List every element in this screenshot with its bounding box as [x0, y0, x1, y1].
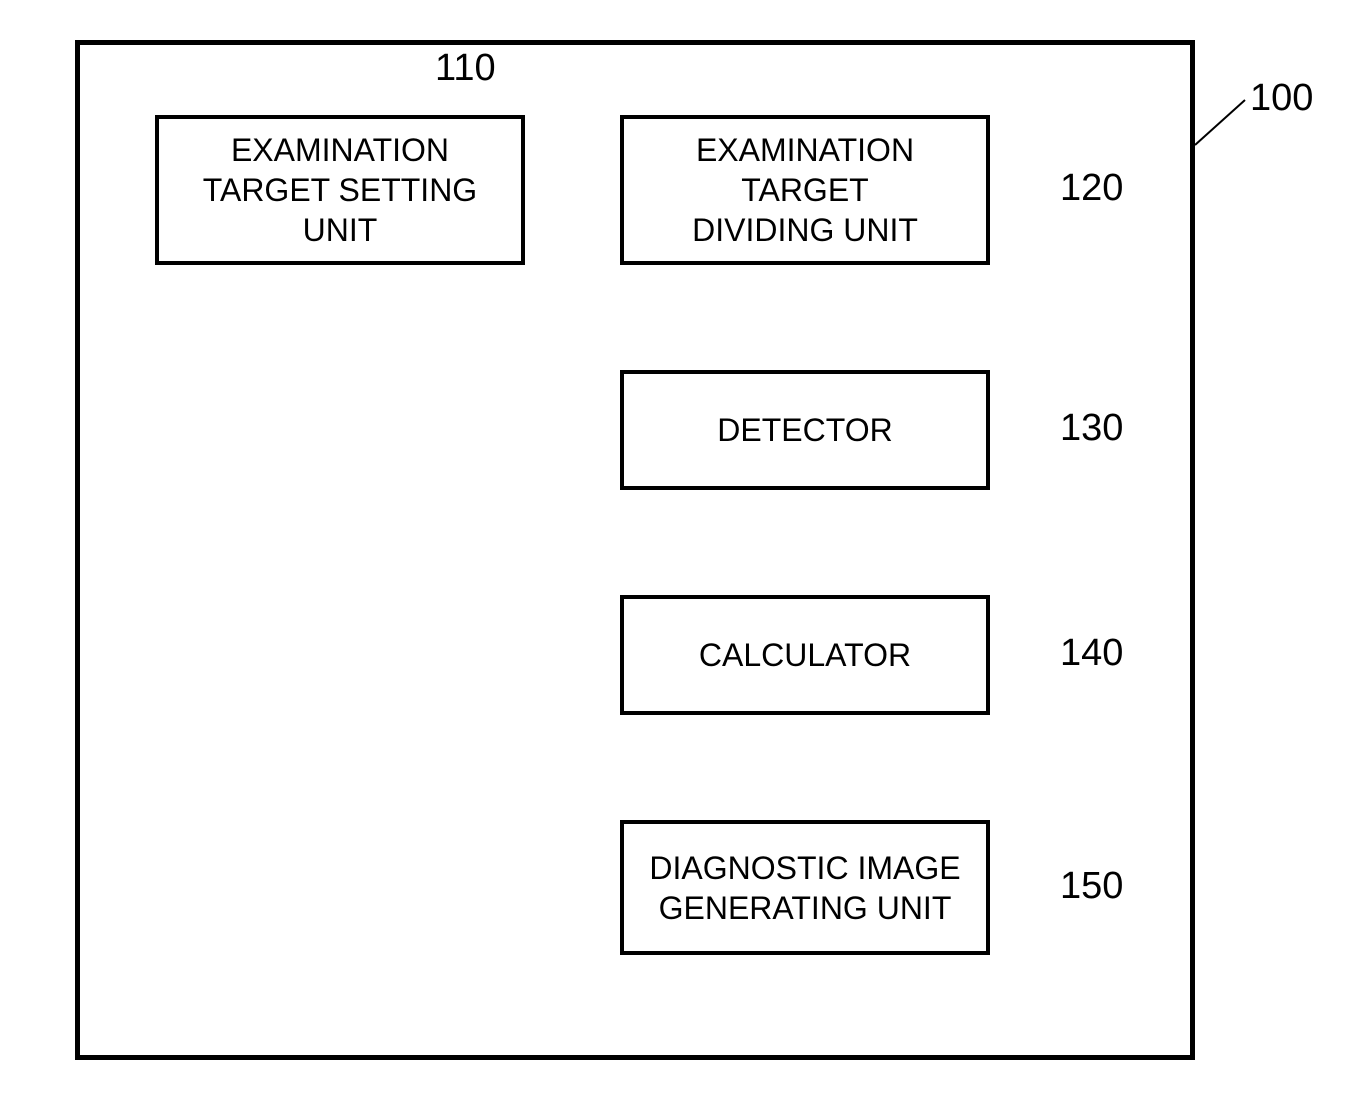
node-label-n110: EXAMINATION TARGET SETTING UNIT	[203, 130, 477, 250]
node-label-n120: EXAMINATION TARGET DIVIDING UNIT	[692, 130, 918, 250]
node-n140: CALCULATOR	[620, 595, 990, 715]
node-label-n140: CALCULATOR	[699, 635, 911, 675]
ref-label-140: 140	[1060, 632, 1123, 675]
ref-label-110: 110	[435, 47, 496, 90]
node-n130: DETECTOR	[620, 370, 990, 490]
ref-label-130: 130	[1060, 407, 1123, 450]
diagram-canvas: EXAMINATION TARGET SETTING UNIT EXAMINATI…	[0, 0, 1348, 1109]
ref-label-120: 120	[1060, 167, 1123, 210]
node-n150: DIAGNOSTIC IMAGE GENERATING UNIT	[620, 820, 990, 955]
node-label-n150: DIAGNOSTIC IMAGE GENERATING UNIT	[649, 848, 960, 928]
node-label-n130: DETECTOR	[717, 410, 892, 450]
ref-label-100: 100	[1250, 77, 1313, 120]
ref-label-150: 150	[1060, 865, 1123, 908]
node-n120: EXAMINATION TARGET DIVIDING UNIT	[620, 115, 990, 265]
node-n110: EXAMINATION TARGET SETTING UNIT	[155, 115, 525, 265]
